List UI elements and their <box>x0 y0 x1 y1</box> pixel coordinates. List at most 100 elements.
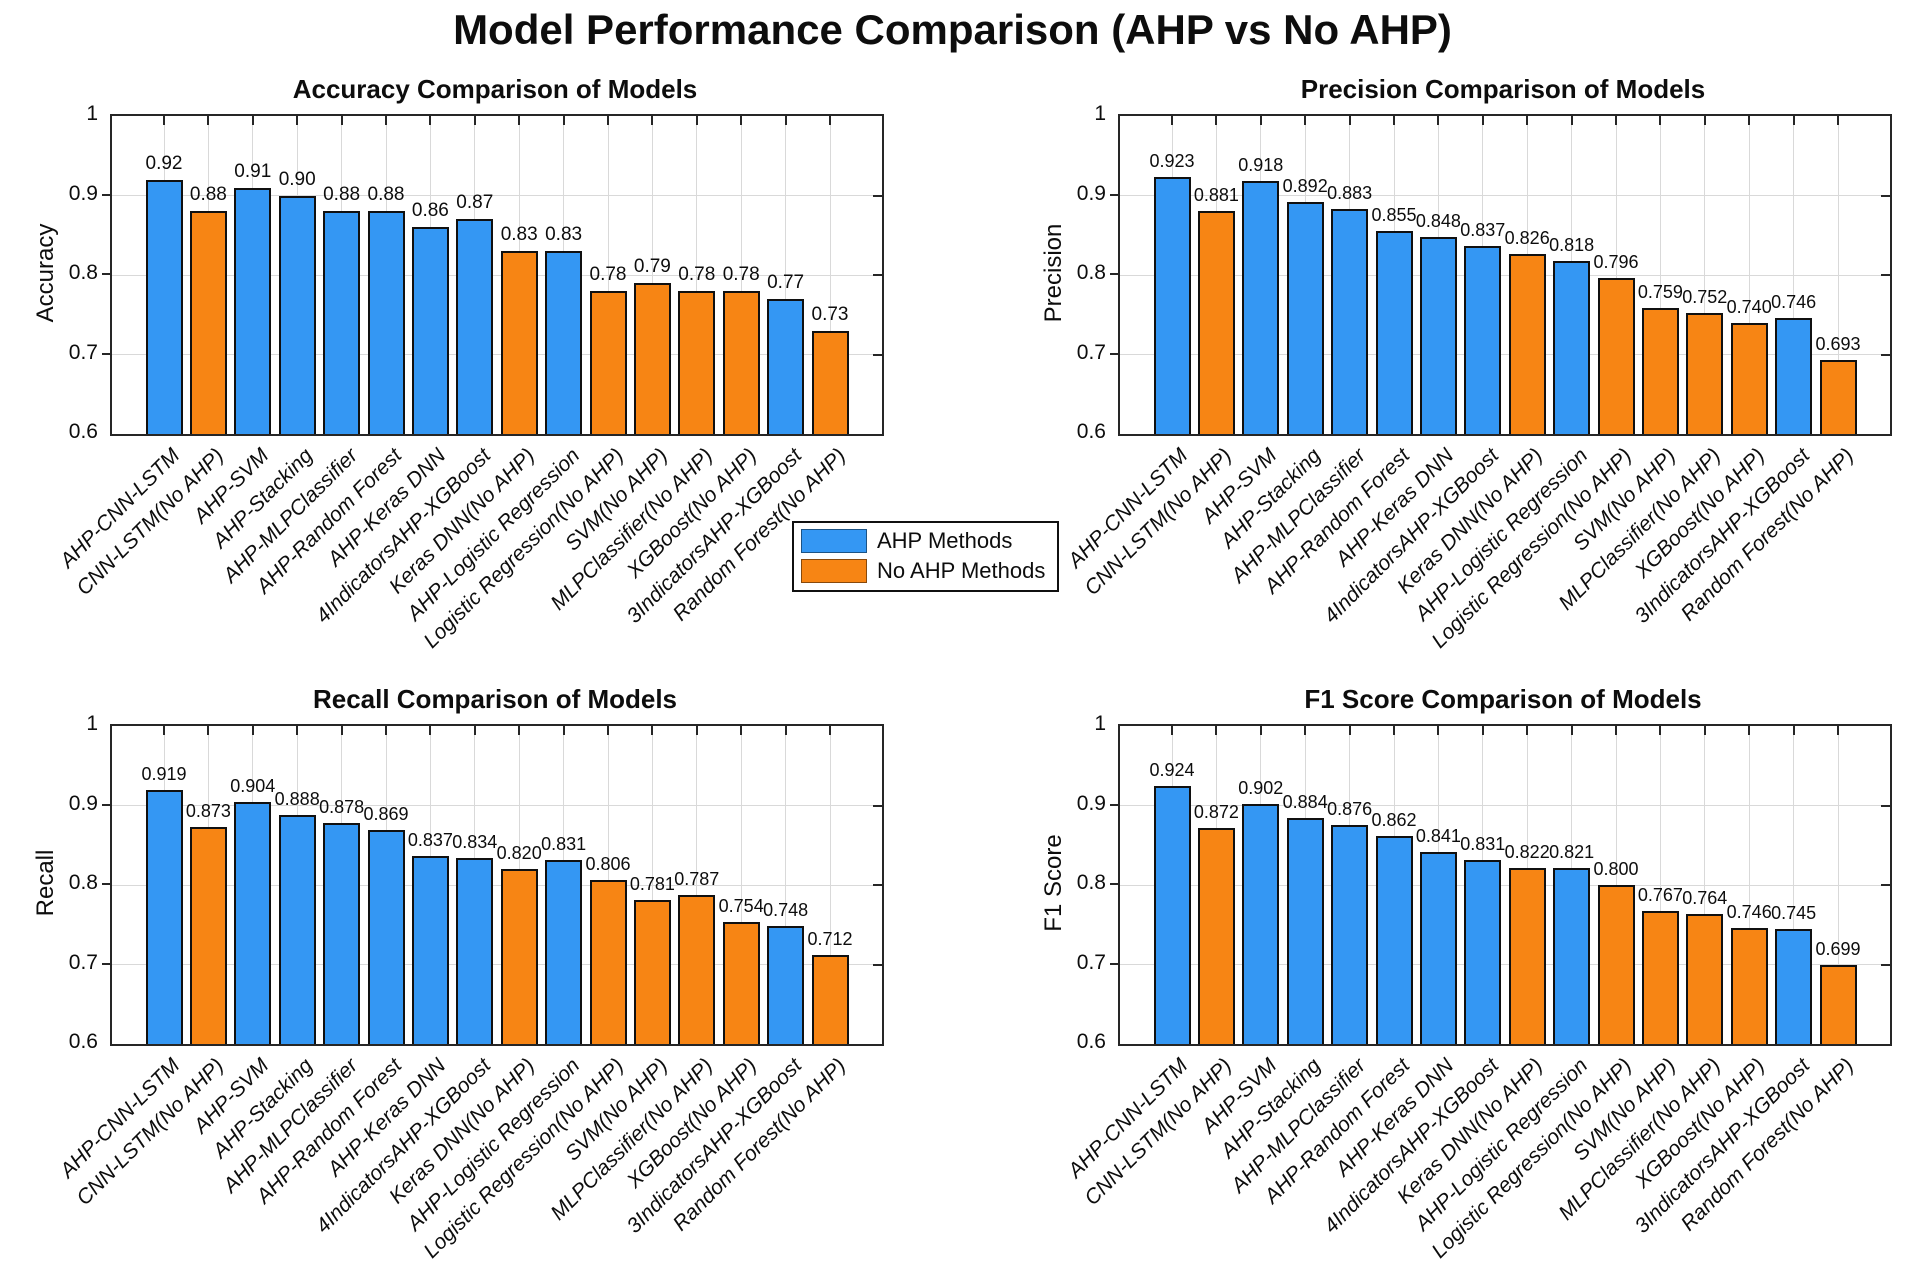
gridline-vertical <box>785 726 787 1044</box>
legend-swatch-ahp <box>801 529 867 553</box>
bar-value-label: 0.888 <box>274 789 320 810</box>
gridline-vertical <box>1793 726 1795 1044</box>
gridline-vertical <box>785 116 787 434</box>
bar-value-label: 0.831 <box>541 834 587 855</box>
bar-3indicatorsahp-xgboost <box>767 926 805 1044</box>
x-tick-mark-top <box>1215 726 1218 735</box>
gridline-vertical <box>1704 116 1706 434</box>
x-tick-mark-top <box>251 726 254 735</box>
y-tick-mark <box>1110 193 1118 196</box>
bar-value-label: 0.862 <box>1371 809 1417 830</box>
x-tick-mark-top <box>607 116 609 125</box>
x-tick-mark-top <box>740 726 743 735</box>
bar-value-label: 0.892 <box>1282 175 1328 196</box>
bar-3indicatorsahp-xgboost <box>1775 928 1813 1044</box>
bar-value-label: 0.91 <box>234 160 272 182</box>
bar-3indicatorsahp-xgboost <box>767 298 805 434</box>
x-tick-mark-top <box>1703 726 1706 735</box>
y-tick-mark-right <box>873 353 882 356</box>
y-tick-label: 1 <box>1094 102 1106 125</box>
gridline-horizontal <box>1120 884 1890 886</box>
x-tick-mark-top <box>1792 726 1795 735</box>
bar-value-label: 0.806 <box>585 854 631 875</box>
x-tick-mark-top <box>1526 116 1529 125</box>
bar-value-label: 0.834 <box>452 831 498 852</box>
x-tick-mark-top <box>296 116 299 125</box>
y-tick-label: 1 <box>1094 712 1106 735</box>
bar-keras-dnn-no-ahp <box>500 251 538 434</box>
bar-value-label: 0.820 <box>496 843 542 864</box>
bar-value-label: 0.919 <box>141 764 187 785</box>
bar-ahp-svm <box>234 187 272 434</box>
bar-mlpclassifier-no-ahp <box>1686 913 1724 1044</box>
bar-value-label: 0.902 <box>1238 777 1284 798</box>
y-tick-label: 1 <box>86 712 98 735</box>
bar-value-label: 0.855 <box>1371 205 1417 226</box>
gridline-horizontal <box>1120 354 1890 355</box>
plot-area: 0.919 0.873 0.904 0.888 0.878 0.869 0.837 0.834… <box>110 724 884 1046</box>
y-tick-label: 0.8 <box>68 261 98 284</box>
bar-value-label: 0.826 <box>1504 228 1550 249</box>
bar-ahp-logistic-regression <box>545 251 583 434</box>
bar-ahp-random-forest <box>1375 835 1413 1044</box>
y-tick-mark <box>1110 883 1118 885</box>
gridline-vertical <box>829 116 831 434</box>
bar-4indicatorsahp-xgboost <box>1464 860 1502 1044</box>
legend-label-ahp: AHP Methods <box>877 528 1013 553</box>
bar-ahp-cnn-lstm <box>145 179 183 434</box>
gridline-vertical <box>829 726 831 1044</box>
y-tick-mark-right <box>1881 804 1890 807</box>
bar-value-label: 0.800 <box>1593 859 1639 879</box>
x-tick-mark-top <box>1259 726 1262 735</box>
x-tick-mark-top <box>695 726 698 735</box>
bar-value-label: 0.77 <box>767 271 805 293</box>
x-tick-mark-top <box>429 116 432 125</box>
bar-ahp-stacking <box>1286 818 1324 1044</box>
y-tick-label: 0.9 <box>68 181 98 205</box>
bar-value-label: 0.87 <box>456 192 494 214</box>
bar-random-forest-no-ahp <box>811 954 849 1044</box>
bar-value-label: 0.872 <box>1193 801 1239 822</box>
y-tick-label: 0.7 <box>68 950 98 974</box>
x-tick-mark-top <box>651 726 654 735</box>
bar-4indicatorsahp-xgboost <box>1464 245 1502 434</box>
x-tick-mark-top <box>784 726 787 735</box>
bar-value-label: 0.746 <box>1726 901 1772 922</box>
y-tick-label: 0.9 <box>1076 791 1106 815</box>
gridline-horizontal <box>1120 805 1890 806</box>
gridline-vertical <box>1659 726 1661 1044</box>
bar-value-label: 0.883 <box>1327 183 1373 204</box>
bar-value-label: 0.752 <box>1682 287 1728 308</box>
bar-value-label: 0.767 <box>1637 885 1683 906</box>
x-tick-mark-top <box>1748 726 1751 735</box>
x-tick-mark-top <box>1659 726 1662 735</box>
x-tick-mark-top <box>1837 116 1839 125</box>
y-tick-mark <box>102 352 110 355</box>
bar-ahp-stacking <box>278 815 316 1044</box>
y-tick-label: 0.8 <box>68 871 98 894</box>
bar-value-label: 0.88 <box>189 184 227 206</box>
y-tick-mark <box>102 962 110 965</box>
gridline-vertical <box>1793 116 1795 434</box>
x-tick-mark-top <box>784 116 787 125</box>
bar-value-label: 0.759 <box>1637 281 1683 302</box>
y-tick-label: 0.8 <box>1076 261 1106 284</box>
subplot-precision: Precision Comparison of Models Precision 0… <box>1028 58 1905 670</box>
gridline-vertical <box>651 116 653 434</box>
bar-logistic-regression-no-ahp <box>589 880 627 1044</box>
y-tick-mark-right <box>1881 274 1890 276</box>
x-tick-mark-top <box>1481 726 1484 735</box>
bar-svm-no-ahp <box>1641 911 1679 1044</box>
y-tick-label: 0.9 <box>68 791 98 815</box>
y-tick-mark-right <box>873 194 882 197</box>
x-tick-mark-top <box>829 116 831 125</box>
y-tick-label: 1 <box>86 102 98 125</box>
legend: AHP Methods No AHP Methods <box>792 521 1060 592</box>
x-tick-mark-top <box>340 726 343 735</box>
bar-value-label: 0.923 <box>1149 151 1195 172</box>
legend-item-noahp: No AHP Methods <box>801 558 1045 584</box>
bar-3indicatorsahp-xgboost <box>1775 317 1813 434</box>
gridline-vertical <box>740 116 742 434</box>
subplot-accuracy: Accuracy Comparison of Models Accuracy 0.9… <box>20 58 910 670</box>
y-tick-mark <box>102 193 110 196</box>
